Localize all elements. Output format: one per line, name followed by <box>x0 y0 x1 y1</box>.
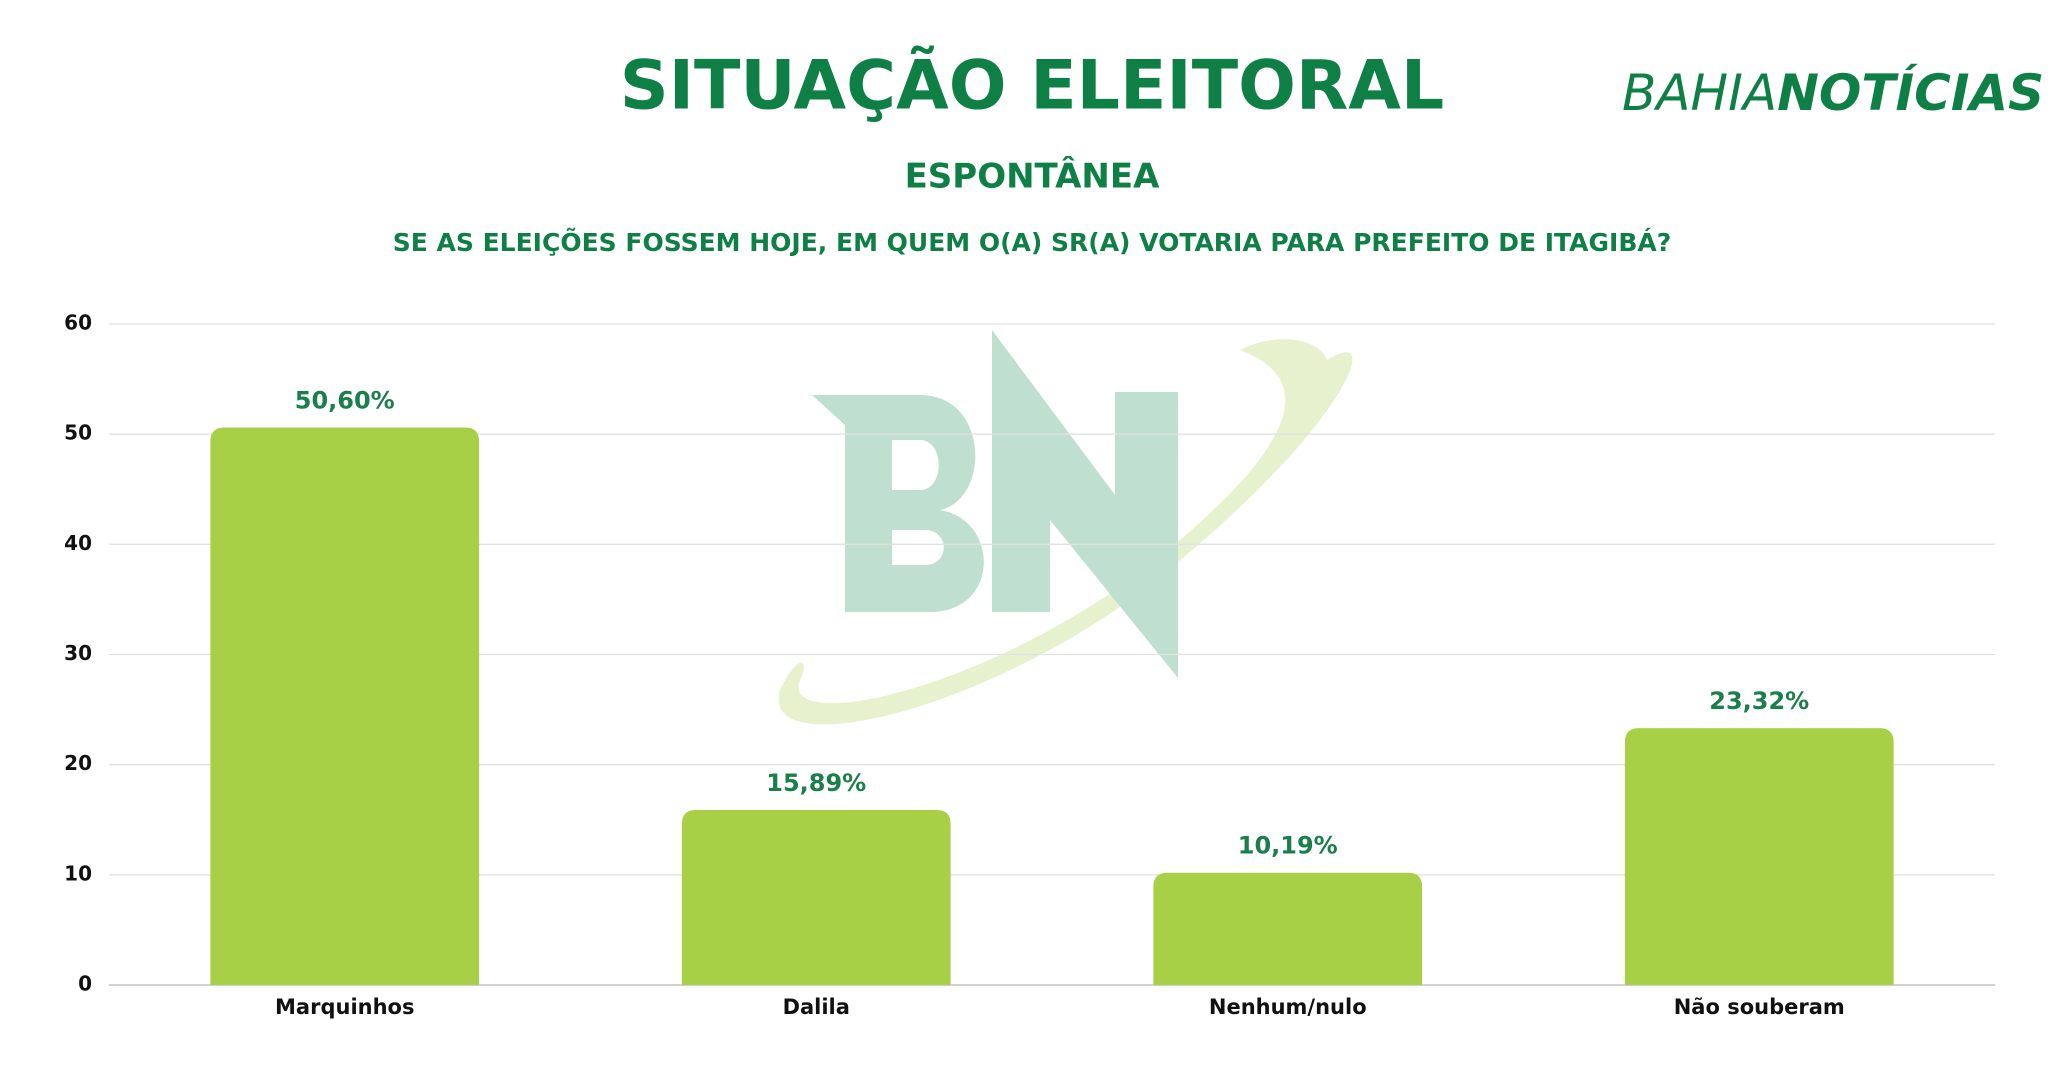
value-label: 23,32% <box>1709 687 1809 715</box>
y-tick-label: 60 <box>64 311 92 335</box>
y-tick-label: 0 <box>78 972 92 996</box>
y-tick-label: 30 <box>64 641 92 665</box>
x-tick-label: Não souberam <box>1674 995 1845 1019</box>
value-label: 10,19% <box>1238 832 1338 860</box>
y-tick-label: 40 <box>64 531 92 555</box>
logo: BAHIANOTÍCIAS <box>1622 63 2044 122</box>
bar <box>210 427 480 986</box>
chart-question: SE AS ELEIÇÕES FOSSEM HOJE, EM QUEM O(A)… <box>393 227 1671 257</box>
y-tick-label: 10 <box>64 861 92 885</box>
value-label: 15,89% <box>766 769 866 797</box>
value-label: 50,60% <box>295 387 395 415</box>
bar <box>1153 872 1423 985</box>
chart-subtitle: ESPONTÂNEA <box>905 156 1161 197</box>
logo-light: BAHIA <box>1622 64 1777 122</box>
chart-title: SITUAÇÃO ELEITORAL <box>620 46 1444 126</box>
y-tick-label: 50 <box>64 421 92 445</box>
x-tick-label: Marquinhos <box>275 995 414 1019</box>
logo-bold: NOTÍCIAS <box>1777 63 2044 122</box>
bar <box>1624 728 1894 985</box>
y-tick-label: 20 <box>64 751 92 775</box>
x-tick-label: Nenhum/nulo <box>1209 995 1367 1019</box>
x-tick-label: Dalila <box>783 995 850 1019</box>
bar <box>681 809 951 985</box>
watermark <box>778 330 1353 725</box>
